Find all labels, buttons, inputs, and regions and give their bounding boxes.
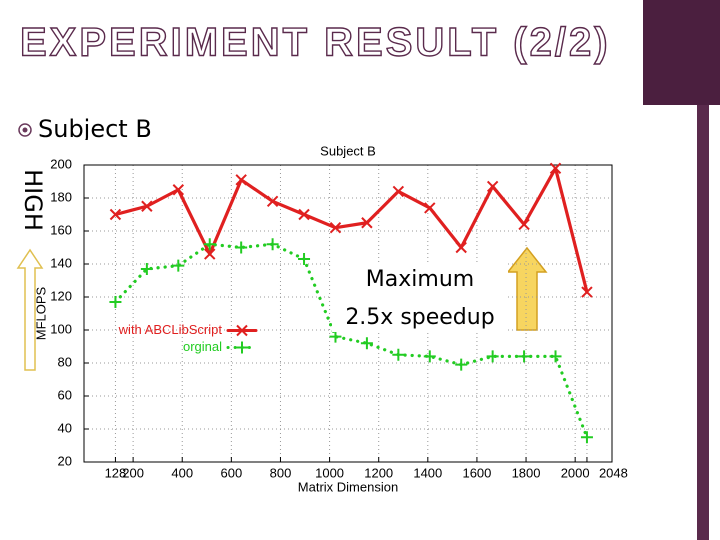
series-line: [115, 166, 589, 293]
marker: [235, 241, 248, 254]
marker: [172, 259, 185, 272]
marker: [203, 238, 216, 251]
x-tick-label: 200: [122, 465, 144, 480]
marker: [361, 217, 373, 229]
y-axis-label: MFLOPS: [33, 286, 48, 340]
speedup-arrow: [506, 246, 548, 331]
marker: [486, 180, 499, 193]
plot-frame: [83, 164, 613, 463]
marker: [204, 248, 216, 260]
marker: [392, 348, 405, 361]
x-tick-label: 600: [220, 465, 242, 480]
y-tick-label: 200: [50, 156, 72, 171]
marker: [329, 330, 342, 343]
x-tick-label: 800: [270, 465, 292, 480]
bullet-icon-dot: [22, 127, 28, 133]
up-arrow: [16, 248, 44, 371]
legend-label: orginal: [183, 339, 222, 354]
marker: [266, 238, 279, 251]
marker: [298, 208, 310, 221]
marker: [141, 200, 153, 212]
marker: [236, 324, 248, 337]
marker: [236, 341, 248, 354]
x-axis-label: Matrix Dimension: [298, 479, 398, 494]
series-line: [113, 242, 589, 439]
marker: [549, 350, 562, 363]
plot: Subject B Matrix Dimension MFLOPS 20 40 60 80 1…: [33, 143, 627, 494]
x-tick-label: 1600: [462, 465, 491, 480]
marker: [298, 253, 311, 266]
marker: [549, 162, 562, 175]
marker: [266, 195, 279, 208]
x-tick-label: 1200: [364, 465, 393, 480]
y-tick-label: 40: [58, 420, 72, 435]
y-tick-label: 140: [50, 255, 72, 270]
marker: [455, 358, 468, 371]
x-tick-label: 1000: [315, 465, 344, 480]
chart-title: Subject B: [320, 143, 376, 158]
bullet-icon: [18, 123, 32, 137]
marker: [518, 350, 531, 363]
legend-label: with ABCLibScript: [118, 322, 223, 337]
x-tick-label: 1800: [512, 465, 541, 480]
x-tick-label: 2048: [599, 465, 628, 480]
y-tick-label: 100: [50, 321, 72, 336]
marker: [172, 184, 185, 196]
marker: [392, 185, 405, 198]
x-tick-label: 2000: [561, 465, 590, 480]
y-tick-label: 60: [58, 387, 72, 402]
marker: [486, 350, 499, 363]
bullet-text: Subject B: [38, 115, 152, 143]
marker: [423, 350, 436, 363]
annotation-bg: [332, 262, 508, 332]
corner-block: [643, 0, 720, 105]
marker: [140, 262, 153, 275]
marker: [109, 295, 122, 308]
x-tick-label: 128: [105, 465, 127, 480]
y-tick-label: 180: [50, 189, 72, 204]
marker: [109, 208, 122, 221]
y-tick-label: 120: [50, 288, 72, 303]
side-bar: [697, 105, 709, 540]
x-tick-label: 1400: [413, 465, 442, 480]
annotation: 2.5x speedup: [345, 305, 494, 330]
y-tick-label: 160: [50, 222, 72, 237]
marker: [235, 174, 247, 186]
marker: [455, 241, 467, 254]
marker: [424, 202, 436, 214]
marker: [329, 221, 342, 234]
y-tick-label: 80: [58, 354, 72, 369]
slide-title: EXPERIMENT RESULT (2/2): [20, 21, 611, 65]
x-tick-label: 400: [171, 465, 193, 480]
y-tick-label: 20: [58, 453, 72, 468]
marker: [580, 431, 593, 444]
marker: [581, 286, 593, 298]
side-label: HIGH: [19, 169, 47, 231]
marker: [518, 218, 530, 231]
annotation: Maximum: [366, 267, 474, 292]
marker: [360, 337, 373, 350]
